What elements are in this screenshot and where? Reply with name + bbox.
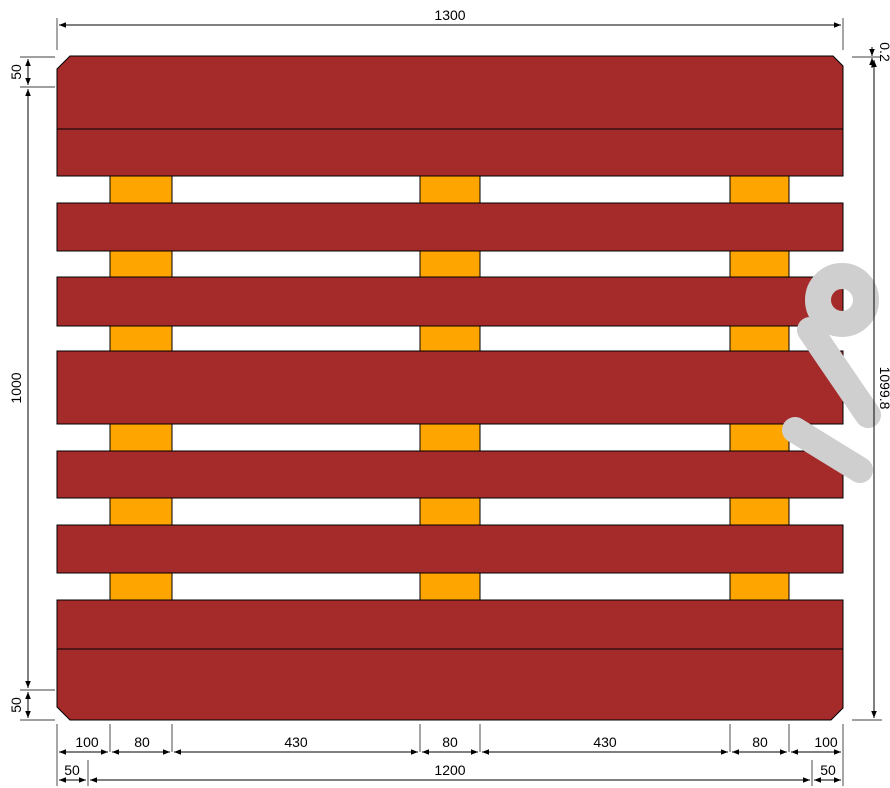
board	[56, 524, 844, 574]
dim-label: 100	[75, 734, 99, 750]
dim-label: 1099.8	[877, 367, 890, 410]
dim-label: 430	[593, 734, 617, 750]
dim-label: 50	[8, 64, 24, 80]
dim-label: 1200	[434, 762, 465, 778]
watermark-shape	[782, 263, 881, 483]
dim-bottom-row1: 100 80 430 80 430 80 100	[59, 734, 841, 755]
dim-label: 1000	[8, 372, 24, 403]
dim-label: 50	[8, 697, 24, 713]
dim-label: 430	[284, 734, 308, 750]
dim-label: 50	[820, 762, 836, 778]
dim-label: 80	[752, 734, 768, 750]
dim-label: 0.2	[877, 42, 890, 62]
dim-right-height: 1099.8	[852, 60, 890, 721]
board	[56, 450, 844, 499]
dim-left: 50 1000 50	[8, 56, 55, 721]
bottom-board	[56, 599, 844, 721]
dim-label: 80	[442, 734, 458, 750]
board	[56, 350, 844, 425]
dim-label: 80	[134, 734, 150, 750]
board	[56, 202, 844, 252]
dim-label: 50	[64, 762, 80, 778]
deck-boards	[56, 55, 844, 721]
dim-bottom-row2: 50 1200 50	[59, 762, 841, 783]
top-board	[56, 55, 844, 177]
dim-label: 1300	[434, 7, 465, 23]
dim-label: 100	[814, 734, 838, 750]
dim-top-width: 1300	[56, 7, 844, 50]
bottom-extensions	[56, 724, 844, 786]
board	[56, 276, 844, 327]
dim-top-offset: 0.2	[852, 42, 890, 68]
